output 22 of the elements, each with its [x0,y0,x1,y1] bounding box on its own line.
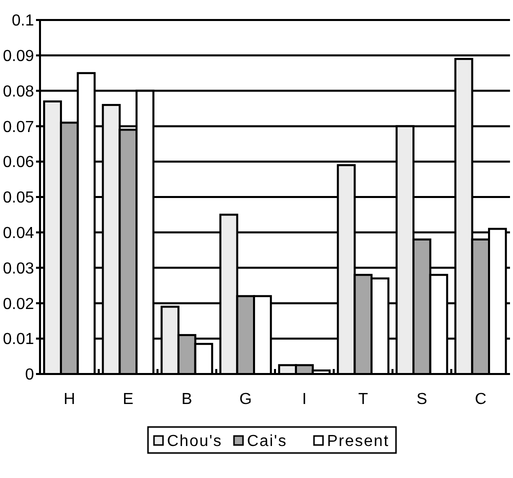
y-tick-label: 0.06 [2,154,34,172]
y-tick-label: 0.05 [2,190,34,207]
x-tick-label: E [122,391,134,408]
x-tick-label: B [182,391,192,408]
y-tick-label: 0.08 [2,83,34,100]
y-tick-label: 0 [25,366,34,384]
y-tick-label: 0.02 [2,296,34,313]
x-tick-label: T [358,391,368,408]
x-tick-label: G [239,391,252,408]
x-tick-label: H [64,391,76,408]
y-tick-label: 0.01 [2,331,34,348]
x-tick-label: I [302,391,307,408]
y-tick-label: 0.07 [2,118,34,136]
y-tick-label: 0.09 [2,48,34,65]
x-tick-label: S [416,391,428,408]
legend-label: Cai's [247,433,288,450]
legend-label: Present [327,433,390,450]
x-tick-label: C [474,391,486,408]
y-tick-label: 0.03 [2,260,34,278]
legend-label: Chou's [167,433,222,450]
y-tick-label: 0.1 [12,12,34,30]
y-tick-label: 0.04 [2,225,34,242]
